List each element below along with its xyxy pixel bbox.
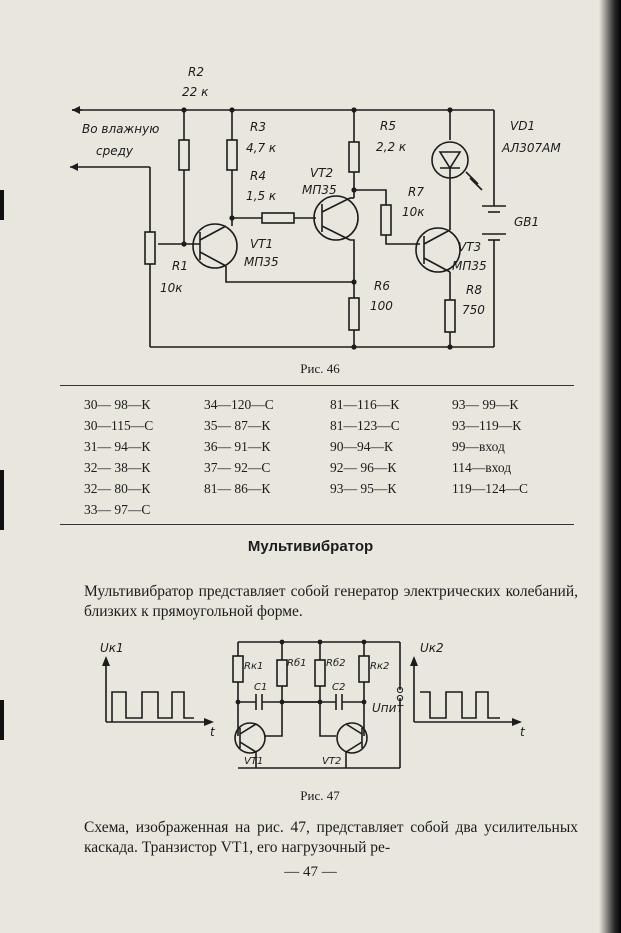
- uk2-label: Uк2: [420, 641, 444, 655]
- r2-label: R2: [188, 65, 204, 79]
- r1-label: R1: [172, 259, 188, 273]
- page-shadow-edge: [599, 0, 621, 933]
- paragraph-body: Схема, изображенная на рис. 47, представ…: [84, 819, 578, 856]
- table-cell: 81—116—К: [330, 397, 400, 412]
- figure-46-caption: Рис. 46: [300, 361, 340, 376]
- connections-table: 30— 98—К 34—120—С 81—116—К 93— 99—К 30—115—С…: [60, 394, 574, 520]
- table-cell: 33— 97—С: [84, 502, 151, 517]
- vt2-type: МП35: [302, 183, 337, 197]
- binding-mark: [0, 190, 4, 220]
- t1-label: t: [210, 725, 216, 739]
- r7-value: 10к: [402, 205, 425, 219]
- table-cell: 93— 99—К: [452, 397, 519, 412]
- table-cell: 35— 87—К: [204, 418, 271, 433]
- table-bottom-rule: [60, 524, 574, 525]
- input-label-2: среду: [96, 144, 134, 158]
- table-cell: 90—94—К: [330, 439, 394, 454]
- r8-label: R8: [466, 283, 482, 297]
- table-cell: 30—115—С: [84, 418, 154, 433]
- table-row: 32— 38—К 37— 92—С 92— 96—К 114—вход: [60, 457, 574, 478]
- table-cell: 92— 96—К: [330, 460, 397, 475]
- vt3-label: VT3: [458, 240, 481, 254]
- vd1-label: VD1: [510, 119, 535, 133]
- c1-label: С1: [254, 682, 267, 693]
- rk2-label: Rк2: [370, 661, 389, 672]
- table-cell: 37— 92—С: [204, 460, 271, 475]
- r1-value: 10к: [160, 281, 183, 295]
- table-cell: 32— 38—К: [84, 460, 151, 475]
- r5-label: R5: [380, 119, 396, 133]
- r4-value: 1,5 к: [246, 189, 277, 203]
- table-cell: 99—вход: [452, 439, 505, 454]
- rk1-label: Rк1: [244, 661, 263, 672]
- r6-value: 100: [370, 299, 393, 313]
- table-row: 30— 98—К 34—120—С 81—116—К 93— 99—К: [60, 394, 574, 415]
- rb2-label: Rб2: [326, 657, 345, 669]
- table-cell: 81—123—С: [330, 418, 400, 433]
- r7-label: R7: [408, 185, 424, 199]
- upit-label: Uпит: [372, 701, 404, 715]
- table-cell: [314, 499, 440, 520]
- vt1-type: МП35: [244, 255, 279, 269]
- table-row: 30—115—С 35— 87—К 81—123—С 93—119—К: [60, 415, 574, 436]
- table-cell: 32— 80—К: [84, 481, 151, 496]
- table-cell: 81— 86—К: [204, 481, 271, 496]
- figure-47-caption: Рис. 47: [300, 788, 340, 803]
- input-label-1: Во влажную: [82, 122, 159, 136]
- table-cell: 31— 94—К: [84, 439, 151, 454]
- figure-46-circuit: R2 22 к Во влажную среду R3 4,7 к R4 1,5…: [70, 65, 561, 350]
- t2-label: t: [520, 725, 526, 739]
- vt2-label: VT2: [310, 166, 333, 180]
- r3-value: 4,7 к: [246, 141, 277, 155]
- table-cell: 119—124—С: [452, 481, 529, 496]
- page-number: — 47 —: [284, 864, 337, 880]
- section-title: Мультивибратор: [247, 538, 374, 555]
- gb1-label: GB1: [514, 215, 539, 229]
- table-cell: 93—119—К: [452, 418, 522, 433]
- table-cell: 30— 98—К: [84, 397, 151, 412]
- table-row: 32— 80—К 81— 86—К 93— 95—К 119—124—С: [60, 478, 574, 499]
- r2-value: 22 к: [182, 85, 209, 99]
- table-row: 33— 97—С: [60, 499, 574, 520]
- vt1-label: VT1: [250, 237, 273, 251]
- r8-value: 750: [462, 303, 485, 317]
- c2-label: С2: [332, 682, 345, 693]
- binding-mark: [0, 470, 4, 530]
- r3-label: R3: [250, 120, 266, 134]
- r5-value: 2,2 к: [376, 140, 407, 154]
- rb1-label: Rб1: [287, 657, 306, 669]
- table-cell: [440, 499, 574, 520]
- paragraph-intro: Мультивибратор представляет собой генера…: [84, 583, 578, 620]
- r4-label: R4: [250, 169, 266, 183]
- binding-mark: [0, 700, 4, 740]
- r6-label: R6: [374, 279, 390, 293]
- uk1-label: Uк1: [100, 641, 124, 655]
- vt3-type: МП35: [452, 259, 487, 273]
- table-top-rule: [60, 385, 574, 386]
- table-cell: 36— 91—К: [204, 439, 271, 454]
- figure-47-multivibrator: Uк1 t Uк2 t Rк1 Rб1 Rб2 Rк2 С1 С2 Uпит V…: [100, 639, 526, 769]
- table-row: 31— 94—К 36— 91—К 90—94—К 99—вход: [60, 436, 574, 457]
- vt2-label-47: VT2: [322, 756, 341, 767]
- table-cell: 34—120—С: [204, 397, 274, 412]
- vt1-label-47: VT1: [244, 756, 263, 767]
- table-cell: 93— 95—К: [330, 481, 397, 496]
- table-cell: 114—вход: [452, 460, 512, 475]
- table-cell: [188, 499, 314, 520]
- vd1-type: АЛ307АМ: [501, 141, 561, 155]
